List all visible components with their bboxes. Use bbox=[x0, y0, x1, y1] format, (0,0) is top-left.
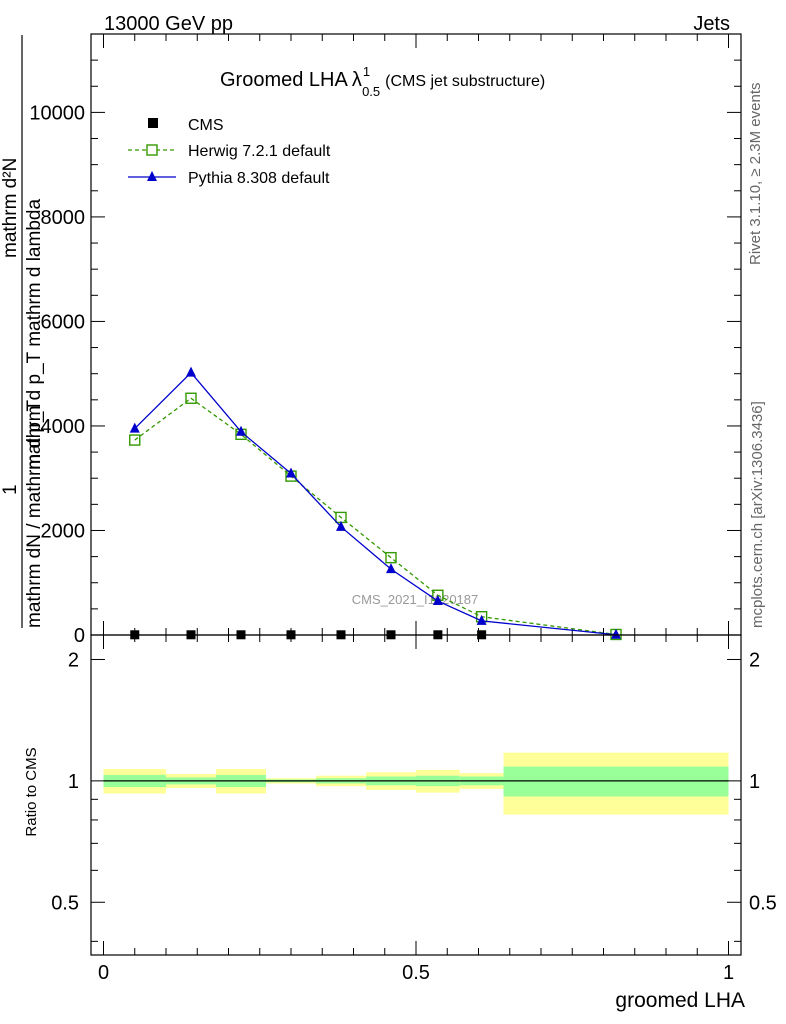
data-point-herwig bbox=[185, 392, 197, 404]
series-line-1 bbox=[134, 397, 617, 636]
data-point-pythia bbox=[129, 422, 140, 433]
main-y-tick-labels: 0 2000 4000 6000 8000 10000 bbox=[29, 102, 85, 647]
header-process: Jets bbox=[693, 13, 730, 35]
ratio-band-inner bbox=[503, 766, 729, 797]
legend-marker-cms bbox=[148, 118, 158, 128]
x-tick-label: 0 bbox=[98, 962, 109, 984]
ratio-y-tick-label: 1 bbox=[68, 771, 79, 793]
ratio-y-tick-label-right: 0.5 bbox=[749, 892, 777, 914]
main-y-tick-label: 0 bbox=[74, 625, 85, 647]
data-point-herwig bbox=[385, 551, 397, 564]
header-energy: 13000 GeV pp bbox=[104, 13, 233, 35]
ratio-y-tick-label: 2 bbox=[68, 649, 79, 671]
legend-label-pythia: Pythia 8.308 default bbox=[188, 170, 330, 187]
plot-title-sup: 1 bbox=[363, 64, 370, 79]
data-point-pythia bbox=[286, 467, 296, 478]
data-point-pythia bbox=[186, 366, 196, 377]
plot-title: Groomed LHA λ1 0.5 (CMS jet substructure) bbox=[220, 64, 545, 99]
plot-title-note: (CMS jet substructure) bbox=[385, 73, 545, 90]
plot-title-sub: 0.5 bbox=[362, 84, 380, 99]
mcplots-label: mcplots.cern.ch [arXiv:1306.3436] bbox=[749, 401, 766, 628]
data-point-pythia bbox=[611, 628, 621, 639]
legend-marker-pythia bbox=[147, 171, 157, 181]
y-label-denominator: mathrm d p_T mathrm d lambda bbox=[24, 199, 45, 470]
ratio-plot-panel: 0.5 0.51 12 2 0 0.5 1 Ratio to CMS groomed LH… bbox=[23, 634, 777, 1012]
x-axis-label: groomed LHA bbox=[615, 989, 745, 1012]
ratio-axis-ticks bbox=[91, 635, 741, 955]
ratio-x-tick-labels: 0 0.5 1 bbox=[98, 962, 734, 984]
legend-label-cms: CMS bbox=[188, 117, 224, 134]
ratio-frame bbox=[90, 634, 742, 956]
legend: CMS Herwig 7.2.1 default Pythia 8.308 de… bbox=[128, 117, 331, 187]
main-y-axis-label: mathrm dN / mathrm d p_T 1 mathrm d p_T … bbox=[0, 35, 45, 628]
x-tick-label: 1 bbox=[723, 962, 734, 984]
x-tick-label: 0.5 bbox=[402, 962, 430, 984]
main-y-tick-label: 10000 bbox=[29, 102, 85, 124]
y-label-numerator: mathrm d²N bbox=[0, 158, 21, 258]
legend-marker-herwig bbox=[146, 144, 158, 156]
legend-label-herwig: Herwig 7.2.1 default bbox=[188, 143, 331, 160]
plot-title-main: Groomed LHA bbox=[220, 69, 348, 91]
y-label-factor-numerator: 1 bbox=[0, 484, 21, 495]
main-y-tick-label: 2000 bbox=[41, 520, 86, 542]
data-point-pythia bbox=[386, 563, 396, 574]
ratio-y-tick-labels: 0.5 0.5 1 1 2 2 bbox=[51, 649, 777, 914]
main-y-tick-label: 8000 bbox=[41, 207, 86, 229]
y-label-factor-denominator: mathrm dN / mathrm d p_T bbox=[24, 400, 45, 628]
analysis-watermark: CMS_2021_I1920187 bbox=[352, 592, 479, 607]
ratio-y-tick-label-right: 1 bbox=[749, 771, 760, 793]
main-y-tick-label: 4000 bbox=[41, 416, 86, 438]
data-point-pythia bbox=[336, 520, 346, 531]
rivet-label: Rivet 3.1.10, ≥ 2.3M events bbox=[747, 83, 764, 266]
data-point-pythia bbox=[476, 614, 487, 625]
ratio-y-tick-label: 0.5 bbox=[51, 892, 79, 914]
main-plot-panel: 0 2000 4000 6000 8000 10000 CMS_2021_I1920187… bbox=[0, 33, 742, 647]
main-y-tick-label: 6000 bbox=[41, 311, 86, 333]
data-point-pythia bbox=[432, 595, 443, 606]
ratio-uncertainty-bands bbox=[103, 752, 729, 815]
ratio-y-tick-label-right: 2 bbox=[749, 649, 760, 671]
data-point-herwig bbox=[129, 434, 141, 446]
plot-title-lambda: λ bbox=[352, 69, 362, 91]
data-point-pythia bbox=[236, 425, 246, 436]
ratio-y-axis-label: Ratio to CMS bbox=[23, 747, 40, 836]
